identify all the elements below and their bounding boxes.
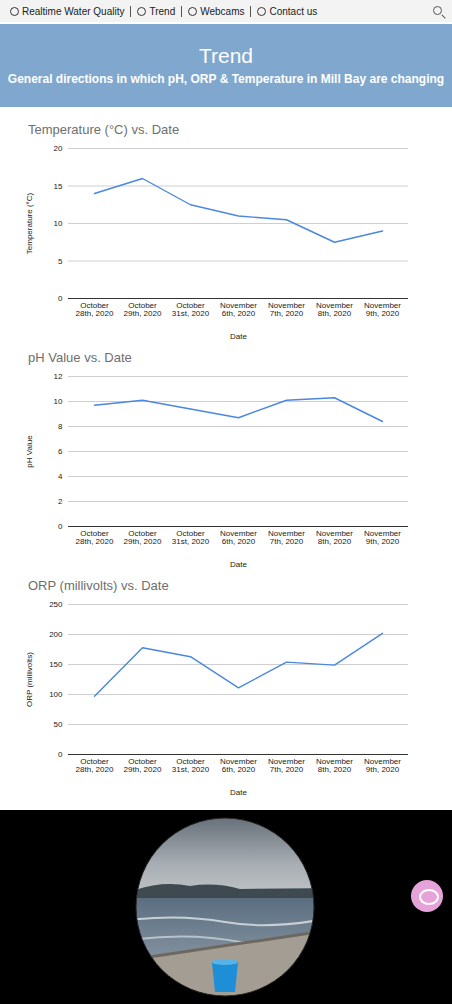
svg-text:November6th, 2020: November6th, 2020 <box>220 301 257 318</box>
svg-text:November8th, 2020: November8th, 2020 <box>316 529 353 546</box>
html-text:Temperature (°C) vs. Date: Temperature (°C) vs. Date <box>28 122 180 137</box>
html-text:pH Value vs. Date: pH Value vs. Date <box>28 350 132 365</box>
svg-text:October28th, 2020: October28th, 2020 <box>76 301 114 318</box>
svg-text:October28th, 2020: October28th, 2020 <box>76 757 114 774</box>
svg-text:100: 100 <box>49 690 63 699</box>
svg-text:November9th, 2020: November9th, 2020 <box>364 757 401 774</box>
html-text:Contact us: Contact us <box>269 5 318 17</box>
svg-text:10: 10 <box>54 219 63 228</box>
svg-text:15: 15 <box>54 182 63 191</box>
html-text:ORP (millivolts) vs. Date: ORP (millivolts) vs. Date <box>28 578 169 593</box>
svg-text:October29th, 2020: October29th, 2020 <box>124 301 162 318</box>
html-text:Webcams: Webcams <box>200 5 245 17</box>
html-text:Realtime Water Quality: Realtime Water Quality <box>22 5 125 17</box>
svg-text:10: 10 <box>54 397 63 406</box>
svg-text:pH Value: pH Value <box>25 435 34 468</box>
svg-text:October29th, 2020: October29th, 2020 <box>124 529 162 546</box>
svg-text:November6th, 2020: November6th, 2020 <box>220 757 257 774</box>
svg-text:Temperature (°C): Temperature (°C) <box>25 192 34 254</box>
svg-text:October31st, 2020: October31st, 2020 <box>172 301 210 318</box>
svg-text:November8th, 2020: November8th, 2020 <box>316 757 353 774</box>
html-text:Trend: Trend <box>149 5 176 17</box>
svg-text:November9th, 2020: November9th, 2020 <box>364 529 401 546</box>
svg-text:20: 20 <box>54 144 63 153</box>
html-text:Trend: Trend <box>199 44 253 67</box>
svg-text:250: 250 <box>49 600 63 609</box>
svg-text:0: 0 <box>58 294 63 303</box>
svg-text:6: 6 <box>58 447 63 456</box>
svg-text:November9th, 2020: November9th, 2020 <box>364 301 401 318</box>
svg-text:50: 50 <box>54 720 63 729</box>
svg-text:Date: Date <box>230 332 247 341</box>
svg-text:0: 0 <box>58 522 63 531</box>
svg-text:150: 150 <box>49 660 63 669</box>
svg-text:October31st, 2020: October31st, 2020 <box>172 757 210 774</box>
svg-text:October29th, 2020: October29th, 2020 <box>124 757 162 774</box>
svg-text:November8th, 2020: November8th, 2020 <box>316 301 353 318</box>
svg-text:ORP (millivolts): ORP (millivolts) <box>25 652 34 707</box>
svg-text:October31st, 2020: October31st, 2020 <box>172 529 210 546</box>
svg-text:Date: Date <box>230 560 247 569</box>
svg-text:5: 5 <box>58 257 63 266</box>
svg-text:October28th, 2020: October28th, 2020 <box>76 529 114 546</box>
html-text:General directions in which pH: General directions in which pH, ORP & Te… <box>7 72 445 86</box>
svg-text:November7th, 2020: November7th, 2020 <box>268 529 305 546</box>
svg-text:12: 12 <box>54 372 63 381</box>
svg-text:November7th, 2020: November7th, 2020 <box>268 757 305 774</box>
svg-text:2: 2 <box>58 497 63 506</box>
svg-text:200: 200 <box>49 630 63 639</box>
svg-text:4: 4 <box>58 472 63 481</box>
svg-text:0: 0 <box>58 750 63 759</box>
svg-text:November7th, 2020: November7th, 2020 <box>268 301 305 318</box>
svg-text:8: 8 <box>58 422 63 431</box>
svg-text:November6th, 2020: November6th, 2020 <box>220 529 257 546</box>
svg-text:Date: Date <box>230 788 247 797</box>
